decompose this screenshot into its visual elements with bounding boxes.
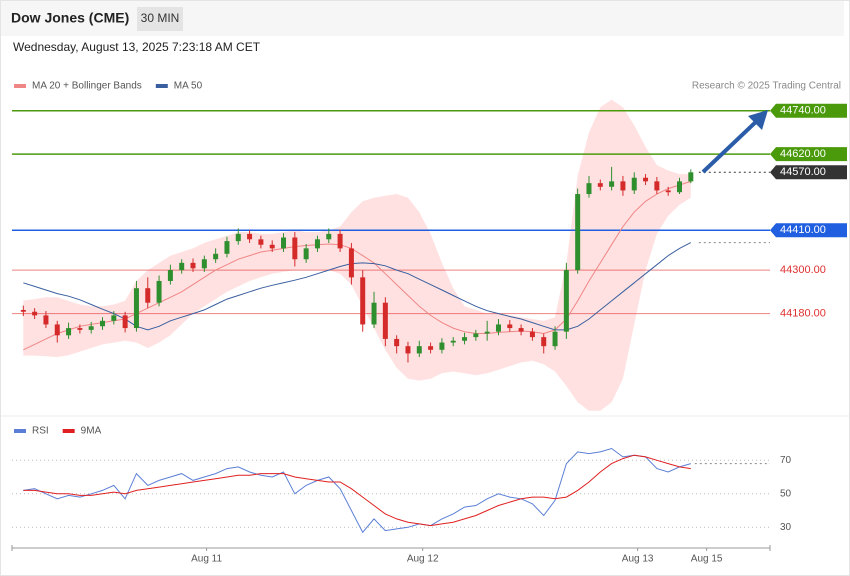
legend-label: 9MA (81, 426, 102, 437)
level-label: 44410.00 (780, 224, 826, 236)
candle-body (688, 172, 694, 182)
series-line (23, 447, 691, 534)
x-tick-label: Aug 12 (407, 554, 439, 565)
candle-body (303, 248, 309, 260)
candle-body (88, 326, 94, 330)
bollinger-band (23, 99, 691, 411)
candle-body (20, 309, 26, 312)
legend-swatch (62, 429, 75, 433)
candle-body (450, 340, 456, 343)
level-label: 44620.00 (780, 148, 826, 160)
candle-body (495, 324, 501, 332)
level-box (770, 165, 847, 180)
candle-body (111, 315, 117, 321)
candle-body (575, 194, 581, 271)
candle-body (337, 233, 343, 249)
candle-body (77, 328, 83, 330)
candle-body (360, 277, 366, 325)
projection-arrowhead (748, 110, 768, 130)
level-box (770, 147, 847, 162)
candle-body (676, 181, 682, 193)
candle-body (484, 331, 490, 334)
candle-body (405, 346, 411, 354)
candle-body (462, 337, 468, 341)
candle-body (552, 331, 558, 347)
interval-box (137, 7, 183, 31)
legend-label: MA 50 (174, 81, 203, 92)
candle-body (529, 331, 535, 338)
candle-body (631, 177, 637, 191)
y-tick-label: 30 (780, 522, 792, 533)
candle-body (394, 338, 400, 347)
candle-body (122, 315, 128, 329)
candle-body (382, 302, 388, 339)
candle-body (190, 262, 196, 269)
projection-arrow (701, 116, 762, 174)
x-tick-label: Aug 13 (622, 554, 654, 565)
candle-body (473, 333, 479, 338)
level-box (770, 103, 847, 118)
candle-body (541, 337, 547, 347)
candle-body (224, 241, 230, 254)
candle-body (179, 262, 185, 271)
y-tick-label: 50 (780, 488, 792, 499)
plot-layer: 44740.00 44620.00 44570.00 44410.00 44300.00… (11, 81, 847, 565)
series-line (23, 454, 691, 527)
candle-body (100, 320, 106, 327)
candle-body (597, 183, 603, 187)
credit: Research © 2025 Trading Central (692, 81, 841, 92)
candle-body (213, 253, 219, 260)
candle-body (371, 302, 377, 325)
candle-body (156, 280, 162, 303)
candle-body (145, 288, 151, 303)
legend-swatch (14, 84, 26, 88)
candle-body (43, 315, 49, 325)
candle-body (281, 237, 287, 249)
candle-body (654, 181, 660, 191)
candle-body (643, 177, 649, 182)
candle-body (518, 328, 524, 332)
x-tick-label: Aug 11 (191, 554, 222, 565)
candle-body (201, 259, 207, 269)
candle-body (314, 239, 320, 249)
candle-body (269, 244, 275, 249)
candle-body (235, 233, 241, 242)
level-label: 44300.00 (780, 264, 826, 276)
candle-body (620, 181, 626, 191)
candle-body (66, 328, 72, 336)
candle-body (167, 270, 173, 281)
x-tick-label: Aug 15 (691, 554, 723, 565)
legend-label: MA 20 + Bollinger Bands (32, 81, 142, 92)
candle-body (54, 324, 60, 336)
candle-body (416, 346, 422, 354)
candle-body (563, 270, 569, 332)
candle-body (292, 237, 298, 260)
candle-body (32, 311, 38, 316)
level-box (770, 223, 847, 238)
candle-body (586, 183, 592, 195)
candle-body (428, 346, 434, 350)
candle-body (247, 233, 253, 240)
candle-body (609, 181, 615, 187)
candle-body (258, 239, 264, 245)
legend-swatch (14, 429, 26, 433)
candle-body (665, 190, 671, 193)
legend-label: RSI (32, 426, 49, 437)
candle-body (439, 342, 445, 350)
level-label: 44180.00 (780, 307, 826, 319)
datetime: Wednesday, August 13, 2025 7:23:18 AM CE… (13, 40, 261, 54)
candle-body (326, 233, 332, 240)
candle-body (348, 248, 354, 278)
candle-body (133, 288, 139, 329)
level-label: 44570.00 (780, 166, 826, 178)
candle-body (507, 324, 513, 329)
title: Dow Jones (CME) (11, 10, 129, 26)
y-tick-label: 70 (780, 455, 792, 466)
level-label: 44740.00 (780, 105, 826, 117)
interval: 30 MIN (141, 11, 180, 25)
legend-swatch (155, 84, 168, 88)
